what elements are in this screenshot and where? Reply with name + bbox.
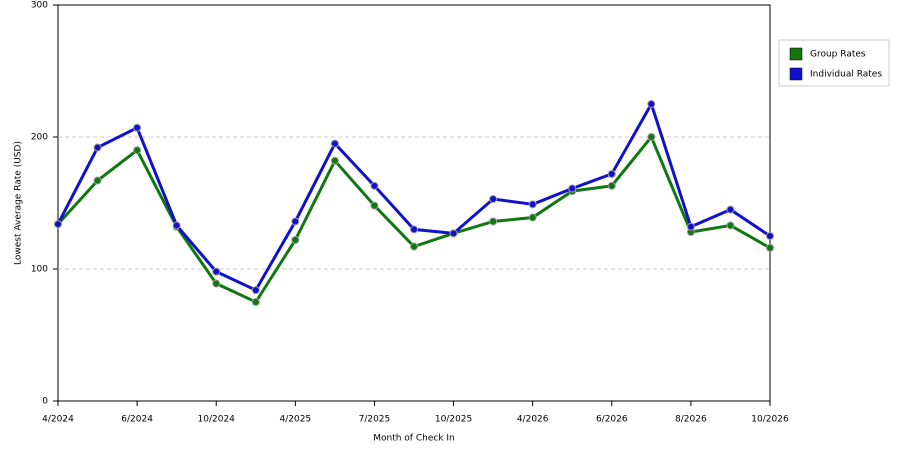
- data-point: [330, 139, 339, 148]
- data-point: [607, 169, 616, 178]
- series-line: [56, 100, 771, 293]
- series-line: [56, 134, 771, 304]
- x-axis-title: Month of Check In: [373, 434, 455, 444]
- data-point: [647, 133, 656, 141]
- data-point: [370, 181, 379, 190]
- data-point: [370, 201, 379, 210]
- data-point: [251, 286, 260, 295]
- data-point: [489, 217, 498, 226]
- y-tick-label: 0: [42, 397, 48, 407]
- x-tick-label: 4/2024: [42, 415, 74, 425]
- y-axis-title: Lowest Average Rate (USD): [14, 141, 24, 265]
- data-point: [291, 235, 300, 244]
- data-point: [568, 184, 577, 193]
- data-point: [686, 222, 695, 231]
- x-tick-label: 6/2026: [596, 415, 628, 425]
- data-point: [410, 225, 418, 234]
- x-tick-label: 10/2026: [751, 415, 789, 425]
- data-point: [212, 279, 221, 288]
- y-tick-label: 100: [31, 265, 48, 275]
- x-tick-label: 10/2025: [435, 415, 472, 425]
- data-point: [291, 217, 300, 226]
- data-point: [330, 156, 339, 165]
- legend-label: Group Rates: [810, 50, 866, 60]
- data-point: [726, 205, 735, 214]
- y-tick-label: 300: [31, 1, 48, 11]
- x-tick-label: 4/2026: [517, 415, 549, 425]
- data-point: [489, 195, 498, 204]
- x-tick-label: 4/2025: [279, 415, 311, 425]
- data-point: [133, 146, 142, 155]
- x-tick-label: 6/2024: [121, 415, 153, 425]
- data-point: [251, 298, 260, 306]
- data-point: [93, 176, 102, 185]
- data-point: [212, 267, 221, 276]
- data-point: [528, 200, 537, 209]
- legend-label: Individual Rates: [810, 70, 882, 80]
- plot-frame: [57, 4, 771, 402]
- data-point: [449, 229, 458, 238]
- data-point: [647, 100, 656, 108]
- x-tick-label: 10/2024: [198, 415, 236, 425]
- data-point: [93, 143, 102, 152]
- data-point: [726, 221, 735, 230]
- data-point: [172, 221, 181, 230]
- data-point: [766, 243, 774, 252]
- x-tick-label: 7/2025: [359, 415, 391, 425]
- y-tick-label: 200: [31, 133, 48, 143]
- data-point: [607, 181, 616, 190]
- data-point: [528, 213, 537, 222]
- data-point: [410, 242, 418, 251]
- data-point: [54, 220, 62, 229]
- legend-swatch: [789, 47, 803, 61]
- x-tick-label: 8/2026: [675, 415, 707, 425]
- legend-swatch: [789, 67, 803, 81]
- data-point: [133, 123, 142, 132]
- data-point: [766, 232, 774, 240]
